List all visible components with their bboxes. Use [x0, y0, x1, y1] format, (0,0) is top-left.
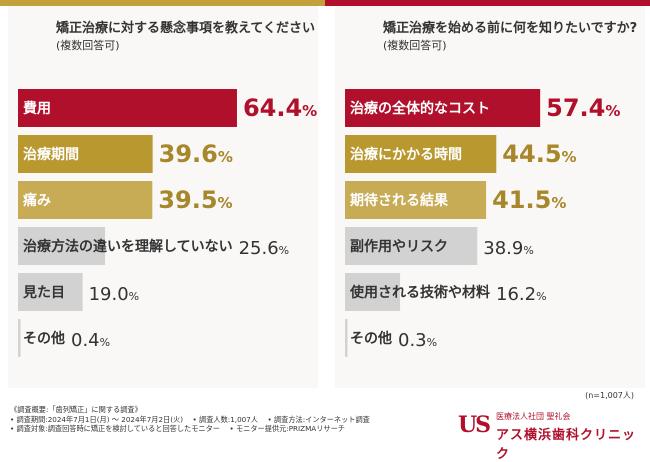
- logo-clinic-name: アス横浜歯科クリニック: [496, 428, 637, 462]
- sample-size-label: (n=1,007人): [585, 391, 634, 400]
- left-chart-title-text: 矯正治療に対する懸念事項を教えてください: [56, 21, 315, 36]
- right-value-label-1: 57.4%: [546, 94, 620, 122]
- right-category-label-6: その他: [350, 330, 392, 347]
- left-value-label-5: 19.0%: [89, 284, 140, 305]
- left-category-label-5: 見た目: [22, 285, 65, 301]
- left-bar-5: [18, 273, 83, 311]
- footer-line-3: • 調査対象:調査回答時に矯正を検討していると回答したモニター • モニター提供…: [10, 424, 345, 433]
- left-category-label-1: 費用: [23, 100, 51, 117]
- left-bar-1: [18, 89, 237, 127]
- left-value-label-3: 39.5%: [158, 186, 232, 214]
- right-category-label-1: 治療の全体的なコスト: [350, 100, 490, 117]
- left-category-label-3: 痛み: [22, 192, 51, 209]
- footer-line-2: • 調査期間:2024年7月1日(月) ～ 2024年7月2日(火) • 調査人…: [10, 414, 370, 424]
- left-category-label-4: 治療方法の違いを理解していない: [23, 238, 233, 255]
- left-value-label-1: 64.4%: [243, 94, 317, 122]
- left-category-label-6: その他: [23, 330, 65, 347]
- left-chart-panel: 矯正治療に対する懸念事項を教えてください (複数回答可) 費用 64.4% 治療期間…: [8, 6, 318, 388]
- right-category-label-2: 治療にかかる時間: [350, 146, 462, 163]
- right-bar-5: [345, 273, 401, 311]
- right-bar-1: [345, 89, 541, 127]
- clinic-logo: US 医療法人社団 聖礼会 アス横浜歯科クリニック: [458, 410, 643, 462]
- right-chart-subtitle: (複数回答可): [383, 39, 447, 52]
- left-bar-6: [18, 319, 21, 357]
- survey-footer: 《調査概要:「歯列矯正」に関する調査》 • 調査期間:2024年7月1日(月) …: [10, 405, 450, 434]
- right-bar-chart: 治療の全体的なコスト 57.4% 治療にかかる時間 44.5% 期待される結果 41.5%…: [345, 89, 620, 357]
- right-value-label-6: 0.3%: [398, 330, 437, 351]
- left-bar-3: [18, 181, 153, 219]
- right-value-label-4: 38.9%: [483, 238, 534, 259]
- left-chart-title: 矯正治療に対する懸念事項を教えてください (複数回答可): [56, 20, 316, 54]
- right-bar-6: [345, 319, 348, 357]
- logo-mark: US: [458, 412, 491, 438]
- left-value-label-2: 39.6%: [159, 140, 233, 168]
- right-bar-4: [345, 227, 478, 265]
- right-chart-title: 矯正治療を始める前に何を知りたいですか? (複数回答可): [383, 20, 643, 54]
- top-accent-bar-left: [0, 0, 325, 6]
- logo-subtitle: 医療法人社団 聖礼会: [496, 412, 571, 421]
- left-bar-2: [18, 135, 153, 173]
- right-bar-2: [345, 135, 497, 173]
- right-chart-title-text: 矯正治療を始める前に何を知りたいですか?: [383, 21, 638, 36]
- right-value-label-2: 44.5%: [502, 140, 576, 168]
- left-category-label-2: 治療期間: [23, 146, 79, 163]
- left-value-label-6: 0.4%: [71, 330, 110, 351]
- right-chart-panel: 矯正治療を始める前に何を知りたいですか? (複数回答可) 治療の全体的なコスト 5…: [335, 6, 645, 388]
- right-value-label-3: 41.5%: [492, 186, 566, 214]
- left-bar-chart: 費用 64.4% 治療期間 39.6% 痛み 39.5% 治療方法の違いを理解していない 25…: [18, 89, 317, 357]
- right-value-label-5: 16.2%: [496, 284, 547, 305]
- right-category-label-3: 期待される結果: [350, 192, 449, 209]
- right-bar-3: [345, 181, 487, 219]
- left-value-label-4: 25.6%: [239, 238, 290, 259]
- left-bar-4: [18, 227, 106, 265]
- left-chart-subtitle: (複数回答可): [56, 39, 120, 52]
- footer-line-1: 《調査概要:「歯列矯正」に関する調査》: [10, 405, 142, 414]
- right-category-label-4: 副作用やリスク: [350, 238, 448, 255]
- top-accent-bar-right: [325, 0, 650, 6]
- right-category-label-5: 使用される技術や材料: [349, 284, 490, 301]
